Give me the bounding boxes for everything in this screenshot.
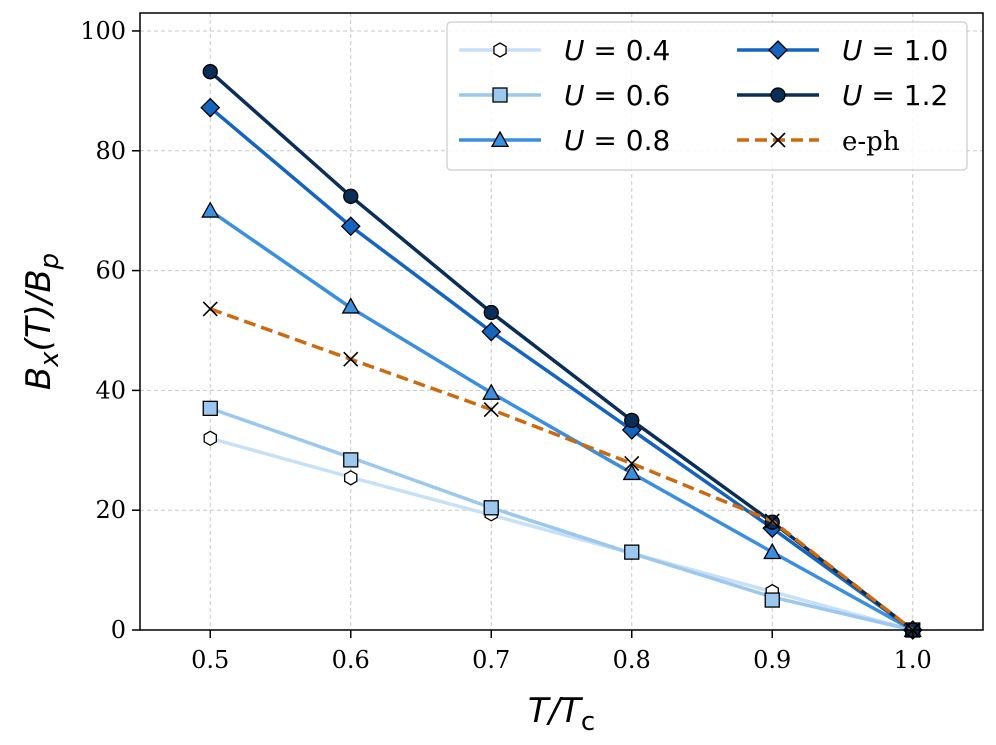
data-point: [343, 188, 359, 204]
x-tick-label: 0.7: [472, 646, 510, 674]
legend-item: U = 0.4: [459, 34, 670, 67]
legend-item: U = 1.0: [737, 34, 948, 67]
legend-box: [446, 21, 968, 171]
series-e-ph: [202, 301, 921, 638]
data-point: [624, 455, 640, 472]
series-line: [209, 436, 914, 632]
x-axis-label: T/Tc: [528, 691, 595, 737]
legend-item: e-ph: [737, 127, 900, 157]
data-point: [202, 400, 218, 417]
data-point: [341, 297, 360, 314]
legend-marker: [770, 87, 786, 103]
legend-item: U = 1.2: [737, 79, 948, 112]
legend-label: U = 1.0: [842, 34, 948, 67]
series-u-1-0: [200, 97, 923, 640]
ticks: 0.5 0.6 0.7 0.8 0.9 1.0 0 20 40 60 80 100: [80, 17, 932, 674]
y-tick-label: 0: [111, 616, 126, 644]
data-point: [622, 463, 641, 481]
data-point: [203, 430, 217, 447]
x-tick-label: 0.6: [332, 646, 370, 674]
data-point: [764, 592, 780, 608]
legend-marker: [493, 42, 507, 58]
data-point: [764, 513, 780, 529]
series-line: [209, 106, 914, 632]
data-point: [201, 201, 220, 218]
plot-frame: [139, 12, 984, 631]
data-point: [340, 216, 361, 237]
data-point: [624, 412, 640, 428]
legend-item: U = 0.6: [459, 79, 670, 112]
legend-label: U = 1.2: [842, 79, 948, 112]
y-axis-label: Bx(T)/Bp: [19, 253, 65, 390]
series-layer: [200, 64, 923, 640]
x-tick-label: 0.9: [753, 646, 791, 674]
y-tick-label: 40: [95, 376, 126, 404]
legend-label: U = 0.6: [564, 79, 670, 112]
legend: U = 0.4 U = 0.6 U = 0.8 U = 1.0 U = 1.2 e-ph: [446, 21, 968, 171]
x-tick-label: 1.0: [894, 646, 932, 674]
data-point: [483, 500, 499, 516]
y-tick-label: 100: [80, 17, 126, 45]
data-point: [481, 321, 502, 342]
series-line: [209, 307, 914, 632]
data-point: [482, 383, 501, 400]
data-point: [343, 351, 359, 367]
legend-label: e-ph: [842, 127, 900, 157]
legend-marker: [490, 130, 510, 148]
series-line: [209, 406, 914, 632]
x-tick-label: 0.5: [191, 646, 229, 674]
y-tick-label: 80: [95, 137, 126, 165]
y-tick-label: 20: [95, 496, 126, 524]
legend-label: U = 0.4: [564, 34, 670, 67]
data-point: [624, 544, 640, 560]
series-line: [209, 209, 914, 632]
legend-marker: [768, 40, 788, 60]
data-point: [200, 97, 221, 118]
data-point: [202, 301, 218, 317]
data-point: [343, 452, 359, 468]
y-tick-label: 60: [95, 257, 126, 285]
data-point: [483, 304, 499, 321]
series-u-0-8: [201, 201, 922, 638]
legend-marker: [770, 132, 786, 148]
legend-label: U = 0.8: [564, 124, 670, 157]
legend-marker: [492, 87, 508, 103]
data-point: [483, 401, 499, 418]
data-point: [344, 470, 358, 486]
x-tick-label: 0.8: [613, 646, 651, 674]
legend-item: U = 0.8: [459, 124, 670, 157]
data-point: [763, 542, 782, 560]
data-point: [202, 64, 218, 80]
